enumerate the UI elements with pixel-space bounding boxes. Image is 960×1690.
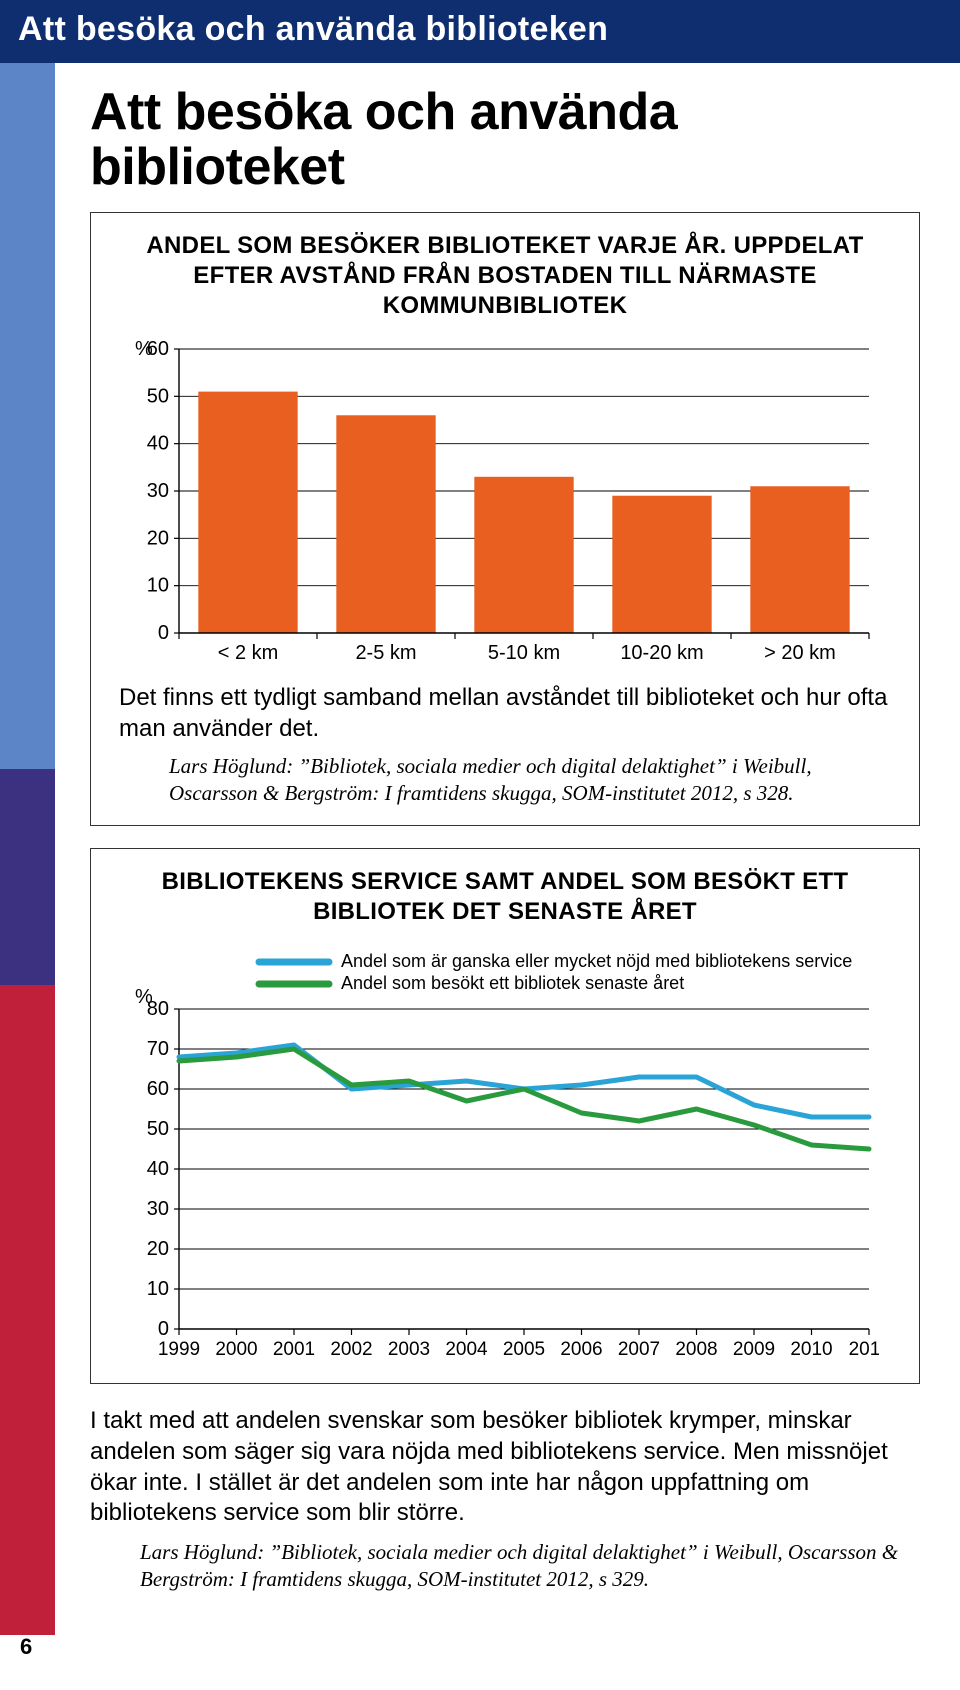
svg-text:0: 0: [158, 1318, 169, 1340]
svg-text:> 20 km: > 20 km: [764, 642, 836, 664]
line-chart-title: BIBLIOTEKENS SERVICE SAMT ANDEL SOM BESÖ…: [129, 867, 881, 927]
page-title: Att besöka och använda biblioteket: [90, 85, 920, 194]
svg-text:2007: 2007: [618, 1339, 660, 1360]
bar-chart-panel: ANDEL SOM BESÖKER BIBLIOTEKET VARJE ÅR. …: [90, 212, 920, 826]
svg-text:Andel som besökt ett bibliotek: Andel som besökt ett bibliotek senaste å…: [341, 973, 684, 993]
svg-text:2008: 2008: [675, 1339, 717, 1360]
svg-text:30: 30: [147, 480, 169, 502]
svg-text:60: 60: [147, 339, 169, 360]
svg-text:2005: 2005: [503, 1339, 545, 1360]
line-chart-citation: Lars Höglund: ”Bibliotek, sociala medier…: [90, 1539, 920, 1594]
line-chart-body: I takt med att andelen svenskar som besö…: [90, 1406, 920, 1529]
svg-text:50: 50: [147, 1118, 169, 1140]
svg-text:50: 50: [147, 386, 169, 408]
svg-text:5-10 km: 5-10 km: [488, 642, 560, 664]
svg-text:40: 40: [147, 433, 169, 455]
line-chart-svg: Andel som är ganska eller mycket nöjd me…: [119, 945, 879, 1365]
svg-text:2011: 2011: [849, 1339, 879, 1360]
page-number: 6: [0, 1624, 960, 1690]
svg-text:30: 30: [147, 1198, 169, 1220]
svg-text:2-5 km: 2-5 km: [355, 642, 416, 664]
sidebar-color-bars: [0, 63, 55, 1624]
svg-text:60: 60: [147, 1078, 169, 1100]
svg-text:20: 20: [147, 1238, 169, 1260]
bar-chart-citation: Lars Höglund: ”Bibliotek, sociala medier…: [119, 753, 891, 808]
top-banner: Att besöka och använda biblioteken: [0, 0, 960, 63]
svg-text:1999: 1999: [158, 1339, 200, 1360]
svg-text:70: 70: [147, 1038, 169, 1060]
svg-text:2010: 2010: [790, 1339, 832, 1360]
bar-chart-svg: %0102030405060< 2 km2-5 km5-10 km10-20 k…: [119, 339, 879, 669]
bar-chart: %0102030405060< 2 km2-5 km5-10 km10-20 k…: [119, 339, 891, 669]
svg-text:80: 80: [147, 998, 169, 1020]
page-body: Att besöka och använda biblioteket ANDEL…: [0, 63, 960, 1624]
svg-text:2003: 2003: [388, 1339, 430, 1360]
svg-text:2002: 2002: [330, 1339, 372, 1360]
svg-text:2001: 2001: [273, 1339, 315, 1360]
line-chart-panel: BIBLIOTEKENS SERVICE SAMT ANDEL SOM BESÖ…: [90, 848, 920, 1384]
svg-text:2004: 2004: [445, 1339, 488, 1360]
svg-text:20: 20: [147, 528, 169, 550]
bar-chart-title: ANDEL SOM BESÖKER BIBLIOTEKET VARJE ÅR. …: [129, 231, 881, 321]
bar-chart-body: Det finns ett tydligt samband mellan avs…: [119, 683, 891, 744]
line-chart: Andel som är ganska eller mycket nöjd me…: [119, 945, 891, 1365]
svg-text:2000: 2000: [215, 1339, 257, 1360]
svg-text:0: 0: [158, 622, 169, 644]
svg-text:10: 10: [147, 1278, 169, 1300]
svg-text:Andel som är ganska eller myck: Andel som är ganska eller mycket nöjd me…: [341, 951, 852, 971]
svg-text:< 2 km: < 2 km: [218, 642, 279, 664]
svg-text:10-20 km: 10-20 km: [620, 642, 703, 664]
svg-text:2006: 2006: [560, 1339, 602, 1360]
svg-text:10: 10: [147, 575, 169, 597]
svg-text:2009: 2009: [733, 1339, 775, 1360]
svg-text:40: 40: [147, 1158, 169, 1180]
